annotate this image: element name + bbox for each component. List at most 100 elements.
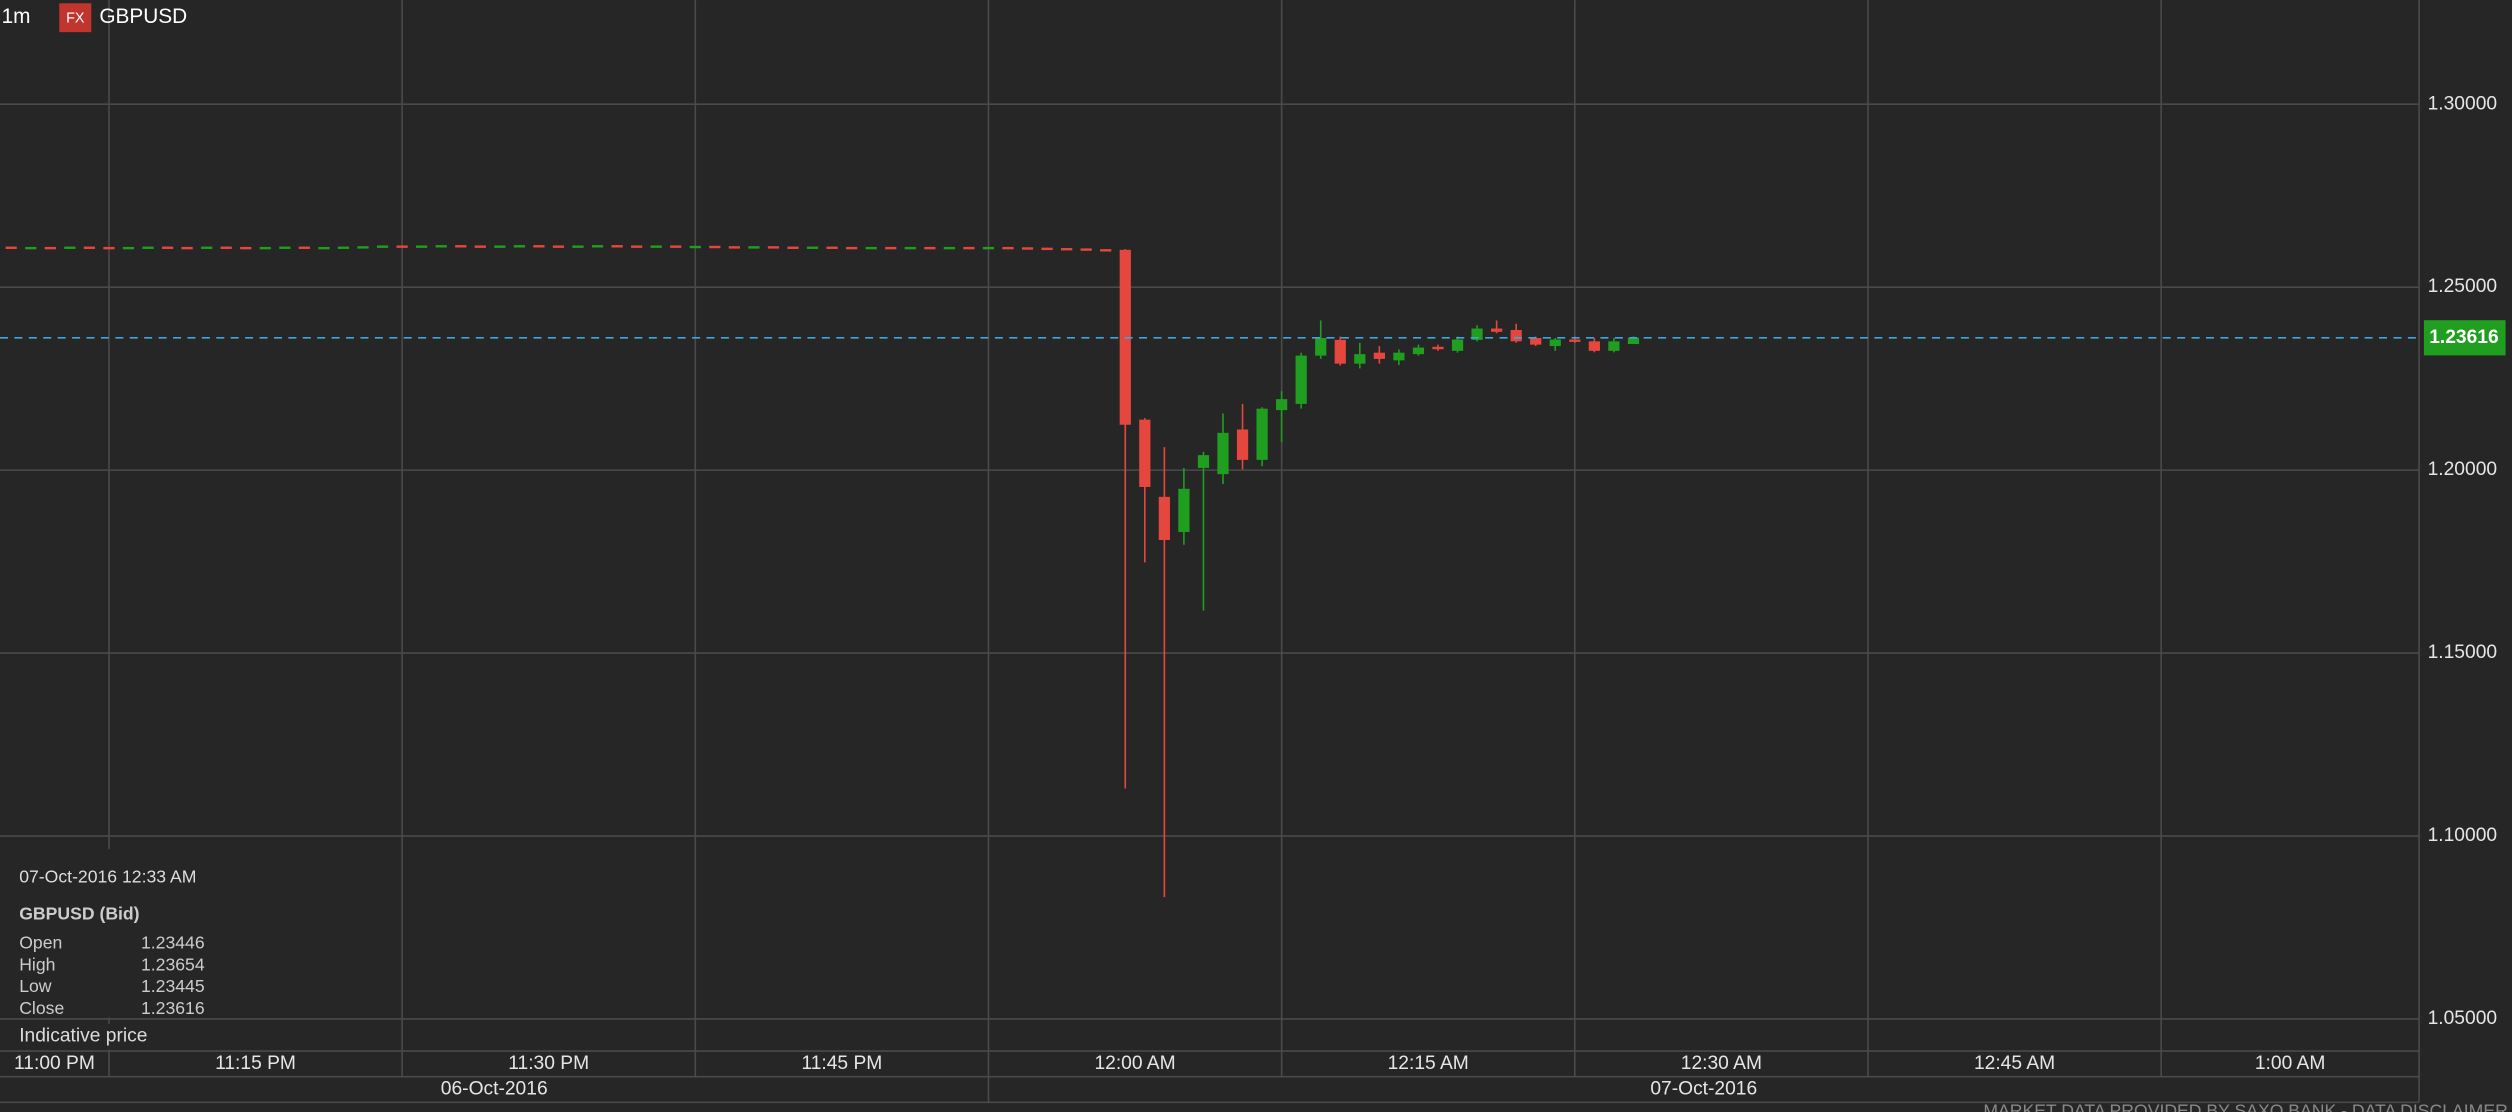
candle-body — [1569, 339, 1581, 342]
tooltip-instrument: GBPUSD (Bid) — [19, 904, 139, 924]
candle-body — [64, 246, 76, 249]
x-tick-label: 11:30 PM — [508, 1053, 589, 1074]
candle-body — [474, 245, 486, 248]
note-box — [0, 1023, 241, 1050]
tooltip-value: 1.23445 — [141, 976, 205, 996]
candle-body — [513, 245, 525, 248]
price-label: 1.23616 — [2429, 327, 2498, 348]
candle-body — [963, 246, 975, 250]
candle-body — [709, 245, 721, 249]
tooltip-time: 07-Oct-2016 12:33 AM — [19, 867, 196, 887]
y-tick-label: 1.10000 — [2428, 825, 2497, 846]
candle-body — [1354, 354, 1366, 364]
x-tick-label: 12:00 AM — [1094, 1053, 1175, 1074]
candle-body — [1061, 248, 1073, 251]
candle-body — [689, 245, 701, 249]
candle-body — [337, 246, 350, 249]
badge-box — [59, 3, 92, 33]
candle-body — [122, 246, 135, 250]
candle-body — [435, 245, 447, 248]
candle-body — [1432, 346, 1444, 350]
candle-body — [670, 245, 682, 248]
candle-body — [1178, 488, 1190, 532]
candle-body — [161, 246, 174, 249]
x-tick-label: 12:45 AM — [1974, 1053, 2055, 1074]
candle-body — [259, 246, 271, 250]
candle-body — [83, 246, 96, 249]
candle-body — [748, 246, 760, 249]
x-tick-label: 12:30 AM — [1681, 1053, 1762, 1074]
candle-body — [1158, 496, 1170, 541]
candle-body — [240, 246, 252, 250]
candle-body — [1471, 328, 1483, 340]
tooltip-value: 1.23446 — [141, 932, 205, 952]
chart-title: GBPUSD — [99, 5, 187, 28]
candle-body — [1217, 432, 1229, 475]
candle-body — [1041, 247, 1053, 251]
candle-body — [728, 246, 740, 249]
candle-body — [220, 246, 232, 249]
x-tick-label: 12:15 AM — [1388, 1053, 1469, 1074]
candle-body — [611, 245, 623, 248]
candle-body — [201, 246, 213, 249]
badge: FX — [66, 10, 85, 26]
x-tick-label: 11:45 PM — [801, 1053, 882, 1074]
candle-body — [1510, 329, 1522, 342]
candle-body — [533, 245, 545, 248]
candle-body — [982, 246, 995, 250]
candle-body — [1549, 339, 1561, 347]
candle-body — [181, 246, 193, 250]
candle-body — [1627, 337, 1640, 345]
y-tick-label: 1.20000 — [2428, 459, 2497, 480]
candle-body — [455, 245, 467, 248]
candle-body — [943, 246, 955, 250]
x-tick-label: 11:00 PM — [14, 1053, 95, 1074]
price-box — [2423, 320, 2506, 356]
footer: MARKET DATA PROVIDED BY SAXO BANK - DATA… — [1983, 1101, 2507, 1112]
candle-body — [572, 245, 584, 248]
candle-body — [416, 245, 428, 248]
tooltip-box — [0, 849, 241, 1018]
candle-body — [924, 246, 936, 250]
candle-body — [25, 246, 37, 250]
candle-body — [826, 246, 838, 249]
candle-body — [1608, 341, 1620, 351]
y-tick-label: 1.30000 — [2428, 93, 2497, 114]
candle-body — [631, 245, 643, 248]
overlay: 1.23616 07-Oct-2016 12:33 AM GBPUSD (Bid) O… — [0, 320, 2508, 1112]
candle-body — [1100, 249, 1112, 252]
candle-body — [1256, 408, 1268, 460]
candle-body — [1588, 341, 1600, 351]
candle-body — [396, 245, 408, 248]
candle-body — [103, 246, 115, 250]
candle-body — [1393, 352, 1405, 361]
candle-body — [865, 246, 877, 250]
date-label: 06-Oct-2016 — [441, 1079, 548, 1100]
tooltip-label: Close — [19, 998, 64, 1018]
candle-body — [1276, 399, 1288, 411]
tooltip-label: Low — [19, 976, 52, 996]
candle-body — [1334, 339, 1346, 364]
candle-body — [298, 246, 310, 249]
candle-body — [494, 245, 506, 248]
candle-body — [767, 246, 780, 249]
candle-body — [318, 246, 330, 250]
candle-body — [904, 246, 916, 250]
candle-body — [44, 246, 56, 250]
candle-body — [1139, 419, 1151, 487]
candle-body — [1002, 246, 1014, 250]
candle-body — [1451, 339, 1464, 351]
candle-body — [142, 246, 154, 249]
date-label: 07-Oct-2016 — [1650, 1079, 1757, 1100]
candle-body — [1080, 248, 1092, 251]
candle-body — [1530, 338, 1542, 345]
candle-body — [357, 246, 369, 249]
candle-body — [846, 246, 858, 250]
x-tick-label: 1:00 AM — [2255, 1053, 2326, 1074]
tooltip-value: 1.23616 — [141, 998, 205, 1018]
candle-body — [1315, 338, 1327, 356]
candle-body — [376, 245, 389, 248]
